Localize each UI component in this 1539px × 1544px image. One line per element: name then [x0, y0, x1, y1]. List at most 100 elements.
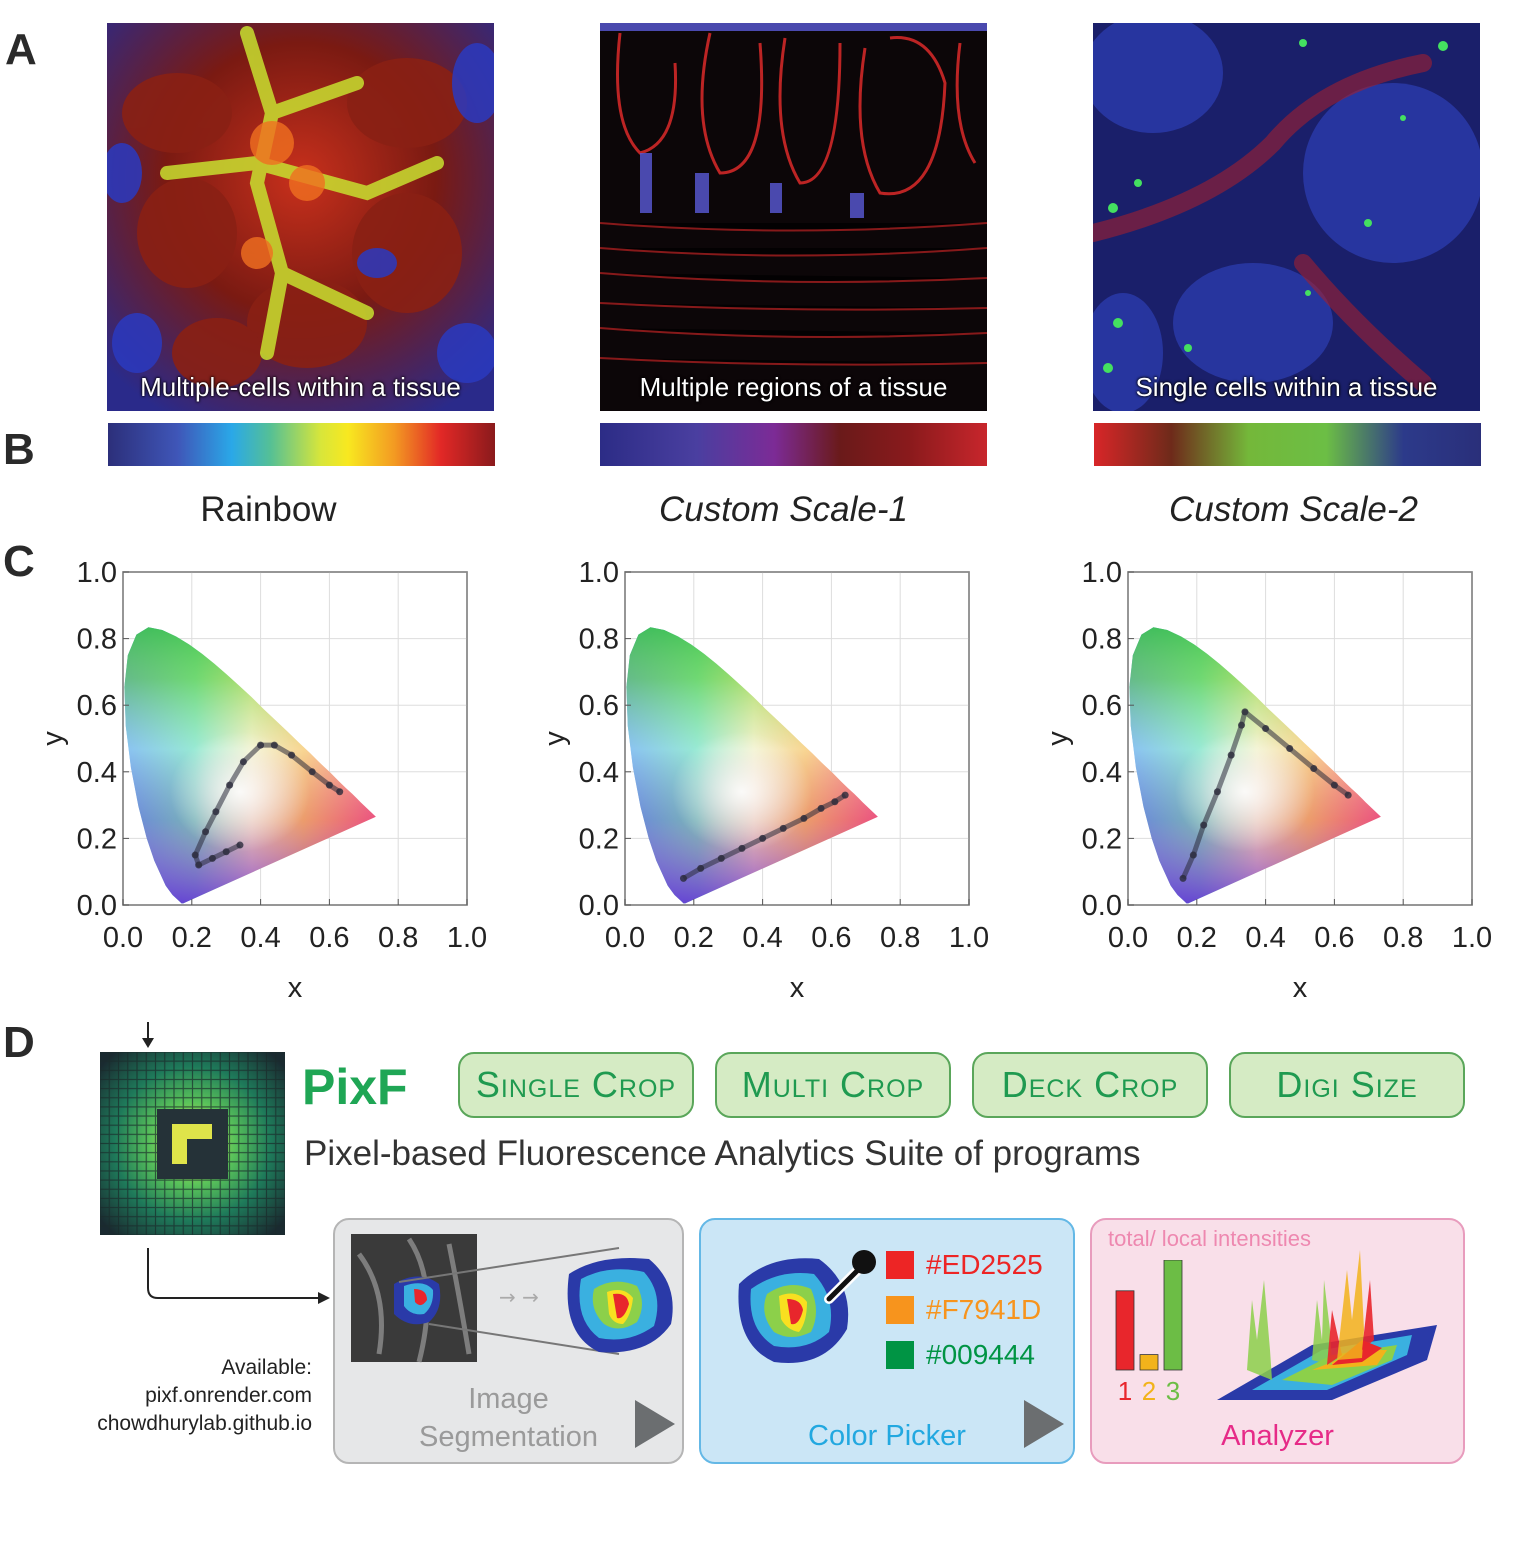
data-point: [1330, 781, 1338, 789]
x-tick-label: 0.4: [742, 922, 782, 954]
data-point: [1189, 851, 1197, 859]
analyzer-note: total/ local intensities: [1108, 1226, 1311, 1251]
color-picker-label: Color Picker: [808, 1420, 966, 1452]
hex-value-orange: #F7941D: [926, 1294, 1042, 1325]
availability-label: Available:: [221, 1356, 312, 1379]
micrograph-single-cells: Single cells within a tissue: [1093, 23, 1480, 411]
y-tick-label: 0.6: [77, 690, 117, 722]
data-point: [779, 824, 787, 832]
scale-title-custom-1: Custom Scale-1: [659, 490, 908, 529]
swatch-green[interactable]: [886, 1341, 914, 1369]
cie-chart-custom-2: 0.0 0.2 0.4 0.6 0.8 1.0 0.0 0.2 0.4 0.6 0.8 1.0 x y: [1042, 557, 1492, 1004]
y-tick-label: 0.2: [579, 823, 619, 855]
x-tick-label: 1.0: [447, 922, 487, 954]
data-point: [738, 844, 746, 852]
data-point: [841, 791, 849, 799]
segmentation-label-line2: Segmentation: [419, 1421, 598, 1453]
data-point: [212, 808, 220, 816]
data-point: [717, 854, 725, 862]
panel-label-d: D: [3, 1018, 35, 1067]
cie-chart-custom-1: 0.0 0.2 0.4 0.6 0.8 1.0 0.0 0.2 0.4 0.6 0.8 1.0 x y: [539, 557, 989, 1004]
x-tick-label: 0.6: [811, 922, 851, 954]
y-tick-label: 1.0: [1082, 557, 1122, 589]
intensity-bar: [1139, 1354, 1159, 1371]
data-point: [1241, 708, 1249, 716]
data-point: [697, 864, 705, 872]
swatch-red[interactable]: [886, 1251, 914, 1279]
x-tick-label: 0.0: [103, 922, 143, 954]
data-point: [236, 841, 244, 849]
data-point: [800, 814, 808, 822]
cie-chart-rainbow: 0.0 0.2 0.4 0.6 0.8 1.0 0.0 0.2 0.4 0.6 0.8 1.0 x y: [37, 557, 487, 1004]
color-picker-illustration: [738, 1250, 876, 1364]
digi-size-button[interactable]: Digi Size: [1229, 1052, 1465, 1118]
y-tick-label: 0.6: [579, 690, 619, 722]
micrograph-multiple-regions: Multiple regions of a tissue: [600, 23, 987, 411]
x-tick-label: 0.4: [240, 922, 280, 954]
colorbar-rainbow: [108, 423, 495, 466]
data-point: [679, 874, 687, 882]
x-tick-label: 0.2: [674, 922, 714, 954]
multi-crop-button[interactable]: Multi Crop: [715, 1052, 951, 1118]
colorbar-custom-1: [600, 423, 987, 466]
pixf-logo: [100, 1052, 285, 1235]
image-segmentation-module[interactable]: → → Image Segmentation: [333, 1218, 684, 1464]
scale-title-rainbow: Rainbow: [200, 490, 337, 529]
data-point: [191, 851, 199, 859]
bar-label: 2: [1142, 1376, 1156, 1406]
data-point: [1344, 791, 1352, 799]
availability-link-github[interactable]: chowdhurylab.github.io: [97, 1412, 312, 1435]
x-tick-label: 0.0: [605, 922, 645, 954]
y-tick-label: 0.4: [1082, 757, 1122, 789]
suite-title: PixF: [302, 1059, 408, 1115]
y-axis-label: y: [1042, 731, 1074, 746]
y-tick-label: 0.2: [77, 823, 117, 855]
x-tick-label: 1.0: [1452, 922, 1492, 954]
data-point: [239, 758, 247, 766]
analyzer-label: Analyzer: [1221, 1420, 1334, 1452]
data-point: [1310, 764, 1318, 772]
color-picker-module[interactable]: #ED2525 #F7941D #009444 Color Picker: [699, 1218, 1075, 1464]
x-tick-label: 0.0: [1108, 922, 1148, 954]
play-icon[interactable]: [635, 1400, 675, 1448]
bar-label: 3: [1166, 1376, 1180, 1406]
y-tick-label: 1.0: [579, 557, 619, 589]
x-axis-label: x: [790, 972, 805, 1004]
y-tick-label: 0.8: [579, 624, 619, 656]
data-point: [288, 751, 296, 759]
micrograph-caption: Single cells within a tissue: [1135, 372, 1438, 402]
y-tick-label: 0.0: [1082, 890, 1122, 922]
panel-label-c: C: [3, 537, 35, 586]
data-point: [831, 798, 839, 806]
x-tick-label: 0.6: [1314, 922, 1354, 954]
y-tick-label: 0.4: [579, 757, 619, 789]
data-point: [226, 781, 234, 789]
data-point: [257, 741, 265, 749]
x-tick-label: 0.2: [172, 922, 212, 954]
intensity-bar: [1163, 1260, 1183, 1371]
data-point: [1286, 744, 1294, 752]
deck-crop-button[interactable]: Deck Crop: [972, 1052, 1208, 1118]
svg-text:→ →: → →: [499, 1285, 539, 1309]
y-axis-label: y: [539, 731, 571, 746]
swatch-orange[interactable]: [886, 1296, 914, 1324]
y-tick-label: 0.8: [77, 624, 117, 656]
data-point: [817, 804, 825, 812]
y-tick-label: 0.4: [77, 757, 117, 789]
data-point: [759, 834, 767, 842]
panel-label-a: A: [5, 25, 37, 74]
play-icon[interactable]: [1024, 1400, 1064, 1448]
hex-value-green: #009444: [926, 1339, 1036, 1370]
availability-link-onrender[interactable]: pixf.onrender.com: [145, 1384, 312, 1407]
x-tick-label: 1.0: [949, 922, 989, 954]
y-tick-label: 0.2: [1082, 823, 1122, 855]
micrograph-caption: Multiple-cells within a tissue: [140, 372, 461, 402]
data-point: [1227, 751, 1235, 759]
cie-plot-area: 0.0 0.2 0.4 0.6 0.8 1.0 0.0 0.2 0.4 0.6 0.8 1.0 x y: [1042, 557, 1492, 1004]
hex-value-red: #ED2525: [926, 1249, 1043, 1280]
x-axis-label: x: [288, 972, 303, 1004]
single-crop-button[interactable]: Single Crop: [458, 1052, 694, 1118]
scale-title-custom-2: Custom Scale-2: [1169, 490, 1418, 529]
